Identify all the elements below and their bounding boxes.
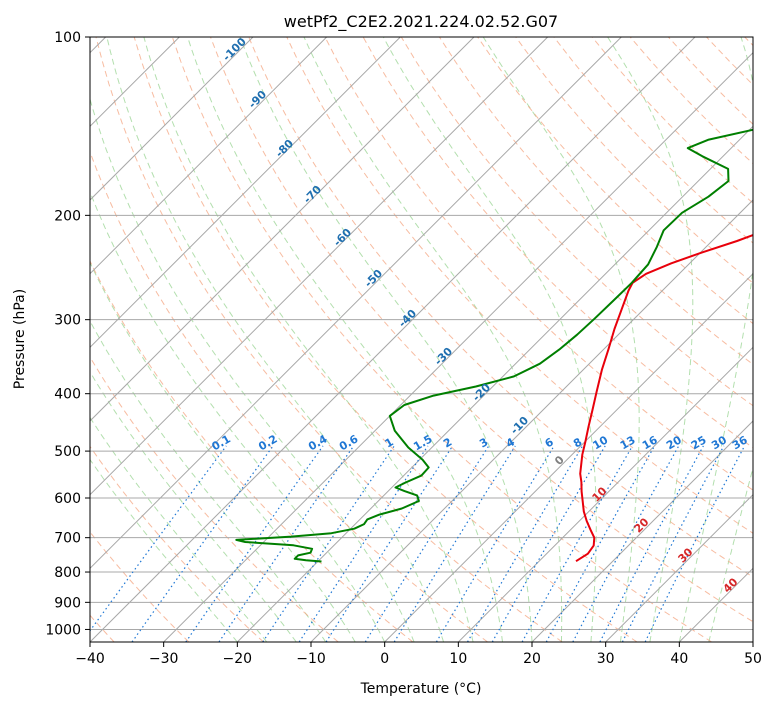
mixing-ratio-line (298, 445, 429, 642)
y-tick-label: 500 (54, 444, 81, 460)
mixing-ratio-line (393, 445, 516, 642)
mixing-ratio-line (491, 445, 606, 642)
moist-adiabat-line (239, 37, 533, 642)
y-tick-label: 1000 (45, 622, 81, 638)
moist-adiabats (90, 37, 753, 642)
x-tick-label: 30 (597, 651, 615, 667)
moist-adiabat-line (482, 37, 640, 642)
isotherms (90, 37, 753, 642)
moist-adiabat-line (90, 416, 268, 642)
x-axis-label: Temperature (°C) (360, 681, 482, 697)
y-axis: 100 200 300 400 500 600 700 800 900 1000 (45, 30, 90, 638)
y-tick-label: 800 (54, 565, 81, 581)
x-tick-label: 40 (670, 651, 688, 667)
isotherm-line (90, 37, 696, 642)
moist-adiabat-line (106, 37, 445, 642)
y-tick-label: 300 (54, 313, 81, 329)
y-tick-label: 100 (54, 30, 81, 46)
chart-title: wetPf2_C2E2.2021.224.02.52.G07 (284, 12, 558, 32)
isotherm-line (310, 199, 753, 642)
isotherm-line (384, 272, 753, 642)
mixing-ratio-line (435, 445, 555, 642)
x-tick-label: −10 (296, 651, 326, 667)
x-tick-label: −40 (75, 651, 105, 667)
dry-adiabat-line (95, 37, 563, 642)
isotherm-line (90, 37, 549, 496)
x-tick-label: 50 (744, 651, 762, 667)
plot-frame (89, 36, 754, 643)
dewpoint-line (235, 128, 753, 563)
x-tick-label: −30 (149, 651, 179, 667)
isotherm-line (90, 37, 622, 570)
moist-adiabat-line (708, 466, 753, 642)
plot-area (90, 37, 753, 642)
dry-adiabat-line (324, 37, 753, 491)
mixing-ratio-line (521, 445, 634, 642)
dry-adiabats (90, 37, 753, 642)
dry-adiabat-line (90, 445, 264, 642)
mixing-ratio-line (545, 445, 656, 642)
moist-adiabat-line (90, 458, 238, 642)
dry-adiabat-line (171, 37, 712, 642)
mixing-ratio-line (572, 445, 680, 642)
y-tick-label: 900 (54, 595, 81, 611)
dry-adiabat-line (133, 37, 638, 642)
isobars (90, 37, 753, 630)
moist-adiabat-line (678, 37, 753, 642)
isotherm-line (163, 51, 753, 642)
x-tick-label: 10 (449, 651, 467, 667)
moist-adiabat-line (143, 37, 474, 642)
mixing-ratio-line (262, 445, 395, 642)
y-tick-label: 700 (54, 531, 81, 547)
dry-adiabat-line (248, 37, 753, 578)
x-tick-label: 20 (523, 651, 541, 667)
moist-adiabat-line (90, 370, 297, 642)
isotherm-line (90, 37, 475, 422)
mixing-ratio-line (325, 445, 454, 642)
isotherm-line (531, 420, 753, 642)
mixing-ratio-lines (90, 445, 746, 642)
isotherm-line (457, 346, 753, 642)
x-axis: −40 −30 −20 −10 0 10 20 30 40 50 (75, 642, 762, 667)
y-tick-label: 400 (54, 387, 81, 403)
moist-adiabat-line (90, 320, 327, 642)
temperature-line (575, 234, 753, 563)
moist-adiabat-line (187, 37, 503, 642)
dry-adiabat-line (515, 37, 753, 284)
dry-adiabat-line (90, 259, 414, 642)
isotherm-line (90, 37, 328, 275)
mixing-ratio-line (466, 445, 584, 642)
moist-adiabat-line (90, 261, 356, 642)
x-tick-label: −20 (223, 651, 253, 667)
series-lines (235, 128, 753, 563)
moist-adiabat-line (90, 190, 386, 642)
y-tick-label: 600 (54, 491, 81, 507)
y-axis-label: Pressure (hPa) (12, 289, 28, 389)
mixing-ratio-line (364, 445, 490, 642)
moist-adiabat-line (607, 37, 694, 642)
x-tick-label: 0 (380, 651, 389, 667)
dry-adiabat-line (210, 37, 753, 623)
dry-adiabat-line (286, 37, 753, 534)
moist-adiabat-line (303, 37, 563, 642)
isotherm-line (236, 125, 753, 642)
y-tick-label: 200 (54, 208, 81, 224)
isotherm-line (90, 37, 401, 349)
isotherm-line (90, 37, 254, 201)
isotherm-line (605, 493, 753, 642)
moist-adiabat-line (382, 37, 597, 642)
